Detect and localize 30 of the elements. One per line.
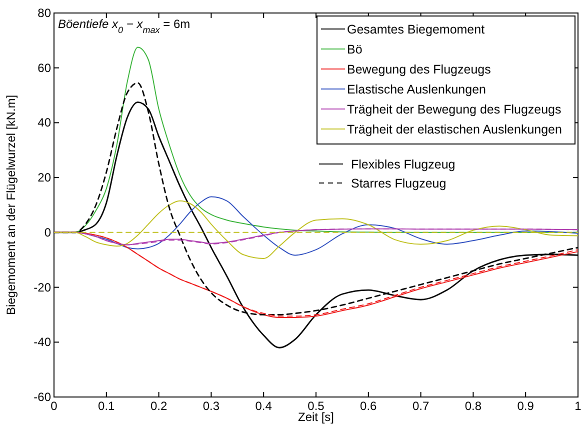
legend-label: Elastische Auslenkungen — [347, 82, 486, 96]
y-tick-label: 0 — [44, 225, 52, 240]
x-tick-label: 1 — [574, 399, 582, 413]
x-tick-label: 0.7 — [412, 399, 430, 413]
legend-label: Bö — [347, 42, 362, 56]
annotation: Flexibles Flugzeug — [351, 158, 456, 172]
x-tick-label: 0.1 — [98, 399, 116, 413]
x-tick-label: 0.6 — [360, 399, 378, 413]
x-tick-label: 0.4 — [255, 399, 272, 413]
y-tick-label: 20 — [38, 170, 52, 185]
x-tick-label: 0.5 — [308, 399, 325, 413]
line-series — [84, 196, 578, 256]
y-tick-label: -60 — [34, 390, 52, 404]
annotation: Starres Flugzeug — [351, 176, 446, 190]
x-tick-label: 0.2 — [150, 399, 168, 413]
y-tick-label: 60 — [38, 60, 52, 75]
legend-label: Trägheit der elastischen Auslenkungen — [347, 122, 562, 136]
y-tick-label: -40 — [34, 335, 52, 350]
y-tick-label: 40 — [38, 116, 52, 130]
legend-label: Bewegung des Flugzeugs — [347, 62, 491, 76]
x-tick-label: 0.8 — [464, 399, 482, 413]
y-tick-label: 80 — [38, 6, 52, 20]
y-axis-title: Biegemoment an der Flügelwurzel [kN.m] — [4, 94, 18, 316]
x-axis-title: Zeit [s] — [298, 410, 334, 424]
legend-label: Gesamtes Biegemoment — [347, 22, 486, 36]
y-tick-label: -20 — [34, 280, 52, 294]
legend-label: Trägheit der Bewegung des Flugzeugs — [347, 102, 562, 116]
annotation: Böentiefe x$_{0}$ − x$_{max}$ = 6m — [58, 17, 190, 35]
x-tick-label: 0.9 — [517, 399, 534, 413]
x-tick-label: 0.3 — [202, 399, 220, 413]
